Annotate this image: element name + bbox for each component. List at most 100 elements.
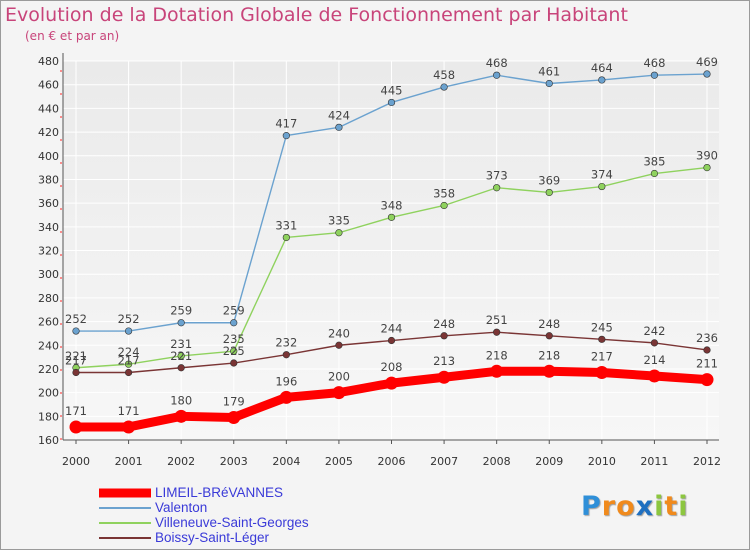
- data-point: [493, 184, 501, 192]
- y-tick-label: 460: [38, 79, 59, 92]
- data-label: 461: [538, 65, 560, 79]
- data-point: [598, 182, 606, 191]
- x-tick-label: 2008: [483, 455, 511, 468]
- data-point: [279, 390, 293, 404]
- y-tick-label: 220: [38, 363, 59, 376]
- data-point: [440, 201, 448, 210]
- axis-dot: [60, 93, 62, 95]
- data-point: [335, 123, 343, 131]
- logo-letter: i: [678, 491, 689, 522]
- data-point: [387, 98, 396, 107]
- data-point: [703, 163, 711, 172]
- data-point: [493, 328, 501, 336]
- data-label: 373: [486, 169, 508, 183]
- axis-dot: [60, 369, 62, 371]
- data-point: [650, 339, 659, 347]
- data-label: 217: [118, 353, 140, 367]
- data-point: [72, 327, 80, 335]
- data-label: 235: [223, 332, 245, 346]
- data-point: [69, 420, 83, 434]
- y-tick-label: 440: [38, 102, 59, 115]
- data-label: 218: [486, 348, 508, 362]
- data-label: 335: [328, 214, 350, 228]
- data-point: [282, 351, 290, 359]
- data-point: [387, 336, 396, 345]
- axis-dot: [60, 116, 62, 118]
- y-tick-label: 380: [38, 173, 59, 186]
- data-label: 369: [538, 173, 560, 187]
- data-label: 374: [591, 168, 613, 182]
- axis-dot: [60, 415, 62, 417]
- axis-dot: [60, 185, 62, 187]
- legend-label: Valenton: [155, 500, 208, 515]
- y-tick-label: 320: [38, 245, 59, 258]
- data-label: 259: [170, 304, 192, 318]
- data-label: 244: [381, 322, 403, 336]
- data-point: [227, 410, 241, 424]
- axis-dot: [60, 346, 62, 348]
- y-tick-label: 200: [38, 387, 59, 400]
- y-tick-label: 480: [38, 55, 59, 68]
- axis-dot: [60, 277, 62, 279]
- x-tick-label: 2006: [378, 455, 406, 468]
- data-point: [437, 370, 451, 384]
- x-tick-label: 2001: [115, 455, 143, 468]
- data-label: 251: [486, 313, 508, 327]
- data-label: 180: [170, 393, 192, 407]
- data-label: 348: [381, 198, 403, 212]
- data-label: 217: [65, 353, 87, 367]
- data-point: [650, 169, 659, 178]
- data-label: 245: [591, 320, 613, 334]
- axis-dot: [60, 323, 62, 325]
- data-point: [72, 368, 80, 377]
- y-tick-label: 400: [38, 150, 59, 163]
- x-tick-label: 2003: [220, 455, 248, 468]
- y-tick-label: 180: [38, 410, 59, 423]
- data-label: 390: [696, 149, 718, 163]
- data-label: 259: [223, 304, 245, 318]
- data-point: [440, 332, 448, 340]
- axis-dot: [60, 438, 62, 440]
- legend-label: Villeneuve-Saint-Georges: [155, 515, 309, 530]
- data-label: 464: [591, 61, 613, 75]
- data-point: [595, 365, 609, 379]
- data-point: [598, 76, 606, 84]
- logo-letter: o: [616, 491, 636, 522]
- y-tick-label: 300: [38, 268, 59, 281]
- chart-title: Evolution de la Dotation Globale de Fonc…: [5, 4, 628, 26]
- data-label: 252: [65, 312, 87, 326]
- x-tick-label: 2009: [535, 455, 563, 468]
- data-label: 224: [118, 345, 140, 359]
- logo-letter: x: [635, 491, 655, 522]
- x-tick-label: 2004: [272, 455, 300, 468]
- data-label: 213: [433, 354, 455, 368]
- data-label: 221: [65, 349, 87, 363]
- data-label: 214: [643, 353, 665, 367]
- data-label: 196: [275, 374, 297, 388]
- data-point: [282, 233, 290, 242]
- data-label: 217: [591, 349, 613, 363]
- data-point: [335, 341, 343, 349]
- axis-dot: [60, 392, 62, 394]
- axis-dot: [60, 162, 62, 164]
- data-label: 171: [118, 404, 140, 418]
- legend-swatch: [99, 536, 151, 539]
- data-label: 236: [696, 331, 718, 345]
- legend-swatch: [99, 521, 151, 524]
- x-tick-label: 2012: [693, 455, 721, 468]
- data-point: [647, 369, 661, 383]
- data-point: [177, 319, 185, 327]
- y-tick-label: 340: [38, 221, 59, 234]
- data-point: [545, 188, 553, 197]
- data-label: 469: [696, 55, 718, 69]
- data-point: [700, 373, 714, 387]
- data-label: 231: [170, 337, 192, 351]
- x-tick-label: 2000: [62, 455, 90, 468]
- data-point: [174, 409, 188, 423]
- data-label: 252: [118, 312, 140, 326]
- data-point: [122, 420, 136, 434]
- y-tick-label: 160: [38, 434, 59, 447]
- data-point: [177, 352, 185, 360]
